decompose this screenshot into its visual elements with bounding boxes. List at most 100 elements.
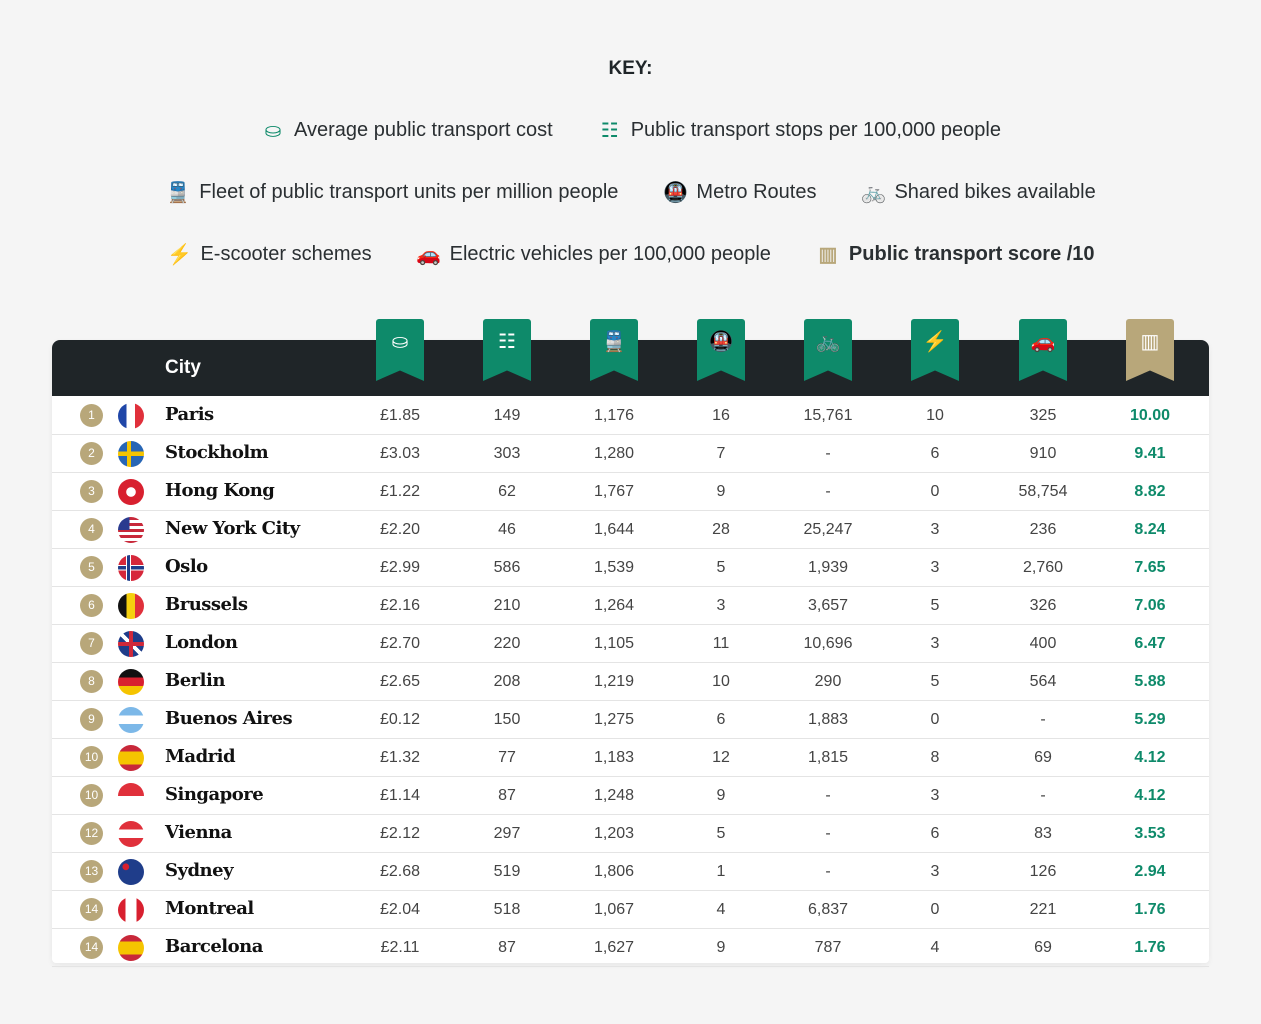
flag-belgium-icon <box>118 593 144 619</box>
value-cell: £1.85 <box>379 407 421 424</box>
bar-chart-icon: ▥ <box>1140 331 1160 353</box>
value-cell: £2.70 <box>379 635 421 652</box>
flag-argentina-icon <box>118 707 144 733</box>
key-label: Public transport score /10 <box>848 243 1095 265</box>
value-cell: 6,837 <box>807 901 849 918</box>
value-cell: 1,264 <box>593 597 635 614</box>
value-cell: 1,067 <box>593 901 635 918</box>
table-row: 12 Vienna £2.12 297 1,203 5 - 6 83 3.53 <box>52 815 1209 853</box>
value-cell: 3 <box>930 635 940 652</box>
rank-badge: 10 <box>80 746 103 769</box>
value-cell: 25,247 <box>803 521 853 538</box>
value-cell: 297 <box>493 825 521 842</box>
value-cell: 87 <box>498 787 516 804</box>
key-item: 🚇 Metro Routes <box>662 180 817 205</box>
value-cell: - <box>825 483 831 500</box>
value-cell: 290 <box>814 673 842 690</box>
value-cell: 69 <box>1034 749 1052 766</box>
value-cell: 77 <box>498 749 516 766</box>
score-cell: 9.41 <box>1134 445 1166 462</box>
value-cell: 46 <box>498 521 516 538</box>
table-row: 5 Oslo £2.99 586 1,539 5 1,939 3 2,760 7.65 <box>52 549 1209 587</box>
train-icon: 🚆 <box>165 182 191 204</box>
value-cell: £2.99 <box>379 559 421 576</box>
value-cell: 15,761 <box>803 407 853 424</box>
flag-sweden-icon <box>118 441 144 467</box>
value-cell: 1,883 <box>807 711 849 728</box>
table-row: 4 New York City £2.20 46 1,644 28 25,247 3 236 8.… <box>52 511 1209 549</box>
value-cell: 69 <box>1034 939 1052 956</box>
flag-norway-icon <box>118 555 144 581</box>
city-name: Singapore <box>165 784 264 805</box>
city-name: Paris <box>165 404 214 425</box>
value-cell: 3 <box>930 521 940 538</box>
score-cell: 6.47 <box>1134 635 1166 652</box>
rail-track-icon: ☷ <box>498 331 516 353</box>
value-cell: 236 <box>1029 521 1057 538</box>
key-label: Electric vehicles per 100,000 people <box>449 243 771 265</box>
flag-hong-kong-icon <box>118 479 144 505</box>
value-cell: 11 <box>712 635 730 652</box>
city-name: Oslo <box>165 556 208 577</box>
flag-usa-icon <box>118 517 144 543</box>
electric-car-icon: 🚗 <box>416 244 442 266</box>
value-cell: 9 <box>716 939 726 956</box>
city-name: Hong Kong <box>165 480 275 501</box>
value-cell: £2.12 <box>379 825 421 842</box>
value-cell: 6 <box>716 711 726 728</box>
value-cell: - <box>825 825 831 842</box>
rank-badge: 3 <box>80 480 103 503</box>
table-row: 13 Sydney £2.68 519 1,806 1 - 3 126 2.94 <box>52 853 1209 891</box>
table-row: 7 London £2.70 220 1,105 11 10,696 3 400 6.47 <box>52 625 1209 663</box>
charging-station-icon: ⚡ <box>922 331 948 353</box>
rank-badge: 10 <box>80 784 103 807</box>
rank-badge: 8 <box>80 670 103 693</box>
key-item: ⛀ Average public transport cost <box>260 118 553 143</box>
value-cell: 0 <box>930 711 940 728</box>
score-cell: 4.12 <box>1134 787 1166 804</box>
value-cell: 6 <box>930 825 940 842</box>
rank-badge: 1 <box>80 404 103 427</box>
value-cell: - <box>825 445 831 462</box>
value-cell: 87 <box>498 939 516 956</box>
city-name: Madrid <box>165 746 236 767</box>
value-cell: 1,176 <box>593 407 635 424</box>
electric-car-icon: 🚗 <box>1030 331 1056 353</box>
value-cell: 150 <box>493 711 521 728</box>
flag-australia-icon <box>118 859 144 885</box>
city-name: Berlin <box>165 670 225 691</box>
table-row: 9 Buenos Aires £0.12 150 1,275 6 1,883 0 - 5.29 <box>52 701 1209 739</box>
value-cell: 1,806 <box>593 863 635 880</box>
value-cell: 325 <box>1029 407 1057 424</box>
table-row: 3 Hong Kong £1.22 62 1,767 9 - 0 58,754 8.82 <box>52 473 1209 511</box>
key-label: Public transport stops per 100,000 peopl… <box>630 119 1001 141</box>
value-cell: £2.68 <box>379 863 421 880</box>
bicycle-icon: 🚲 <box>815 331 841 353</box>
city-name: Brussels <box>165 594 248 615</box>
value-cell: 4 <box>930 939 940 956</box>
value-cell: 1,280 <box>593 445 635 462</box>
value-cell: 5 <box>716 559 726 576</box>
value-cell: 564 <box>1029 673 1057 690</box>
value-cell: 787 <box>814 939 842 956</box>
key-item: ▥ Public transport score /10 <box>815 242 1095 267</box>
table-row: 10 Madrid £1.32 77 1,183 12 1,815 8 69 4.12 <box>52 739 1209 777</box>
value-cell: 400 <box>1029 635 1057 652</box>
value-cell: 8 <box>930 749 940 766</box>
value-cell: £1.32 <box>379 749 421 766</box>
key-item: 🚲 Shared bikes available <box>860 180 1096 205</box>
city-name: Montreal <box>165 898 254 919</box>
column-header-charging-station: ⚡ <box>911 319 959 381</box>
value-cell: 9 <box>716 787 726 804</box>
value-cell: 12 <box>712 749 730 766</box>
key-label: Average public transport cost <box>294 119 553 141</box>
score-cell: 8.82 <box>1134 483 1166 500</box>
value-cell: 1,183 <box>593 749 635 766</box>
city-name: New York City <box>165 518 300 539</box>
value-cell: £3.03 <box>379 445 421 462</box>
rank-badge: 14 <box>80 898 103 921</box>
flag-uk-icon <box>118 631 144 657</box>
value-cell: 1,815 <box>807 749 849 766</box>
rank-badge: 5 <box>80 556 103 579</box>
city-name: Vienna <box>165 822 232 843</box>
